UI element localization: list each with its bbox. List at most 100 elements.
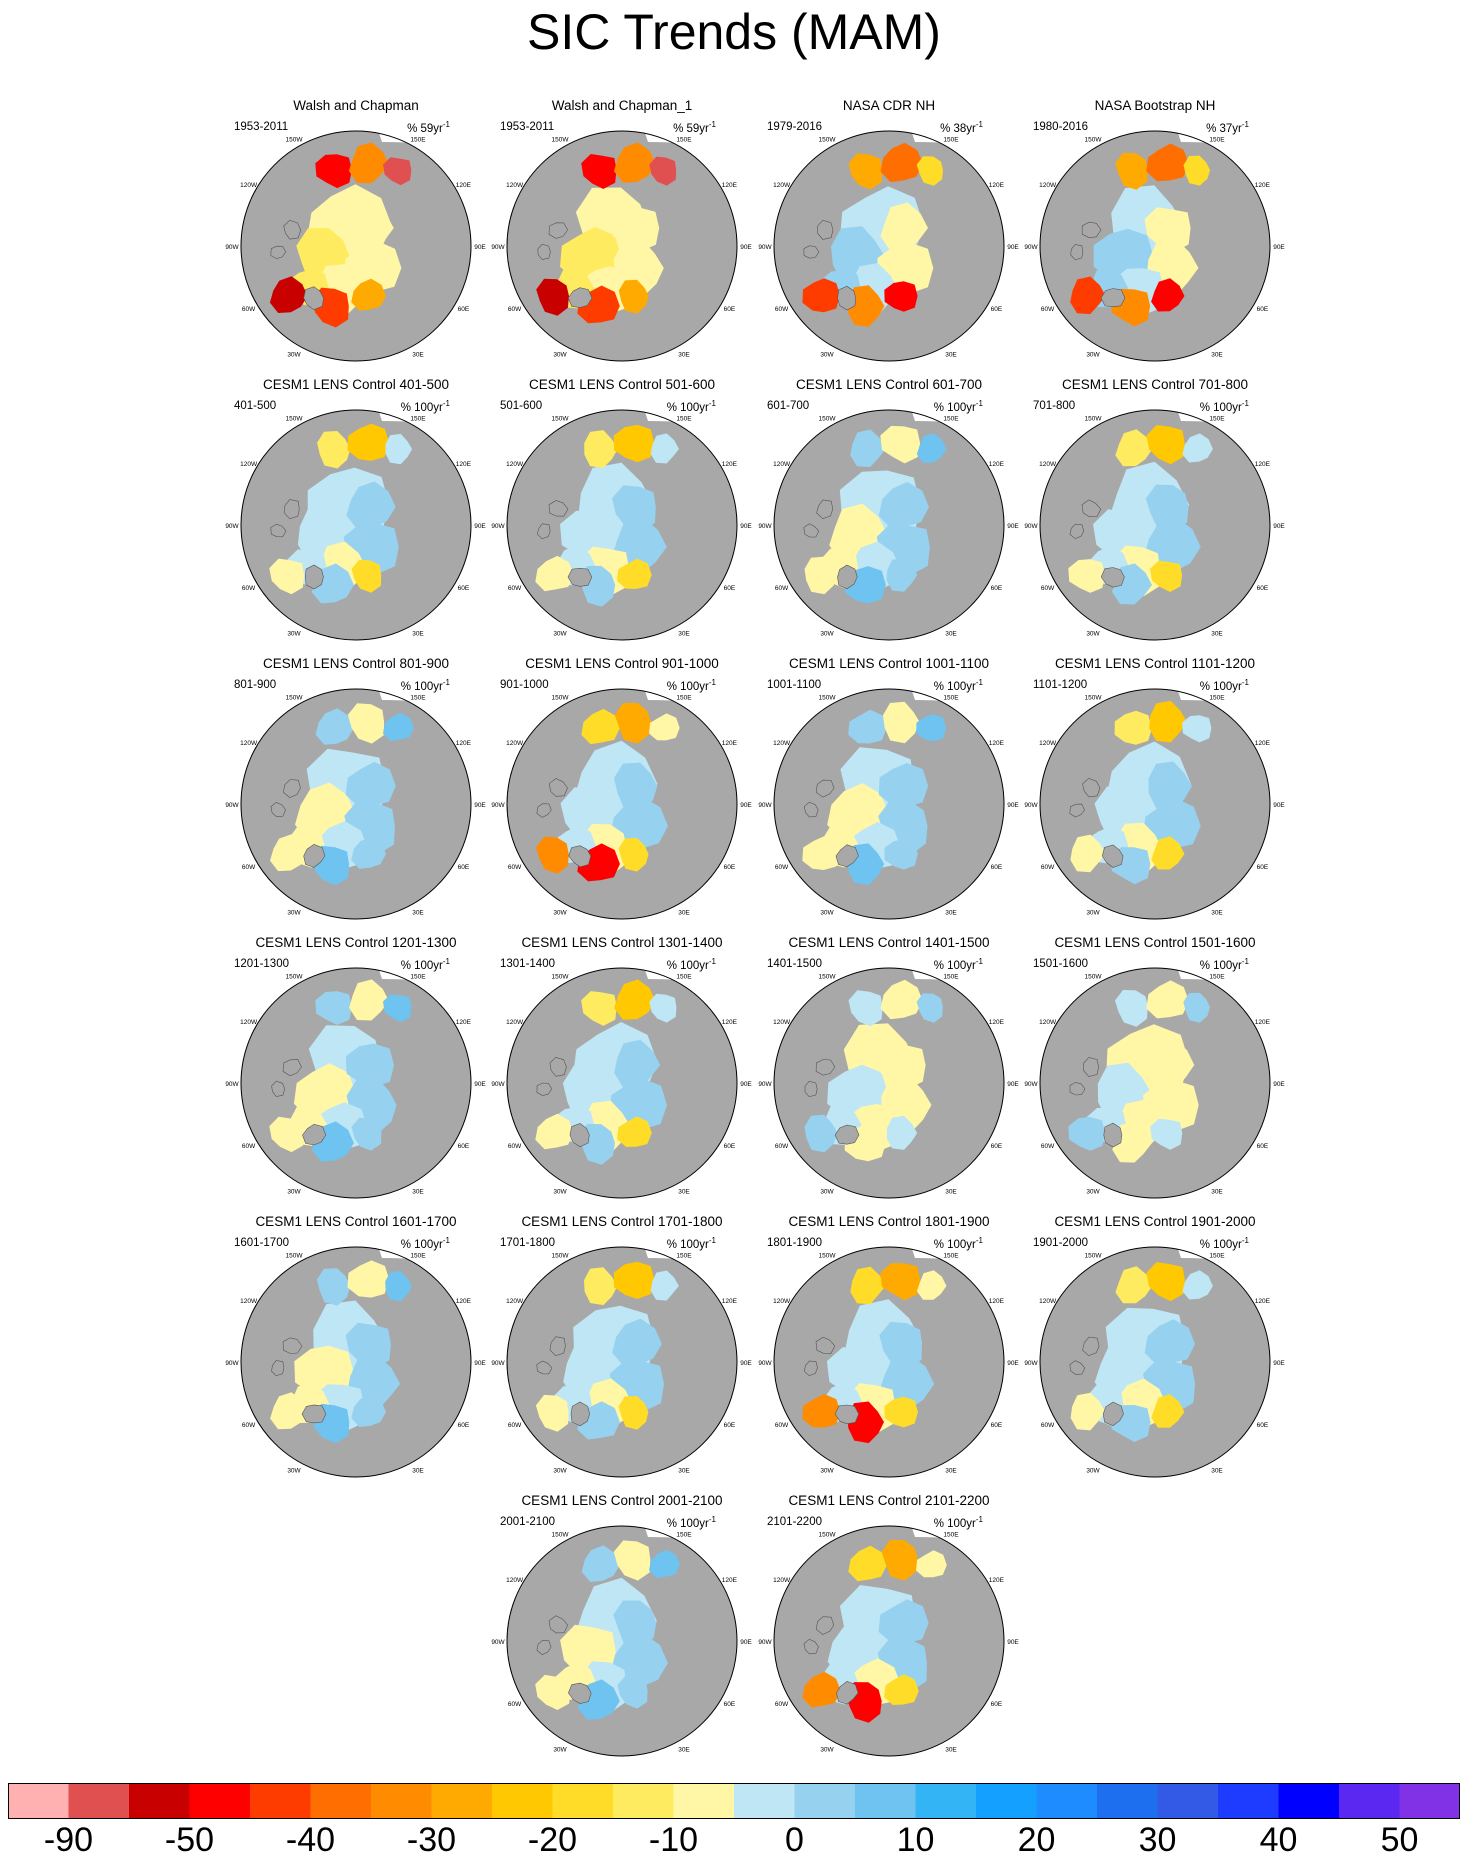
longitude-label: 120E [1255, 740, 1271, 747]
longitude-label: 120E [722, 1577, 738, 1584]
polar-map: 180150E120E90E60E30E030W60W90W120W150W [491, 688, 752, 920]
longitude-label: 30W [1086, 351, 1100, 358]
land-island [803, 801, 819, 818]
panel-period: 1801-1900 [767, 1237, 822, 1249]
sea-ice-patch [581, 1545, 620, 1582]
map-border [506, 967, 738, 1199]
longitude-label: 90W [758, 1639, 772, 1646]
longitude-label: 90E [740, 1639, 752, 1646]
sea-ice-patch [916, 1270, 947, 1300]
colorbar-swatch [8, 1783, 69, 1819]
longitude-label: 90E [740, 523, 752, 530]
land-island [1081, 221, 1102, 239]
longitude-label: 150E [410, 1253, 426, 1260]
longitude-label: 30E [945, 1746, 957, 1753]
longitude-label: 60W [775, 1422, 789, 1429]
sea-ice-patch [315, 708, 354, 745]
longitude-label: 150W [819, 137, 837, 144]
longitude-label: 120E [989, 182, 1005, 189]
longitude-label: 30W [553, 1188, 567, 1195]
longitude-label: 30W [1086, 630, 1100, 637]
panel-unit: % 100yr-1 [488, 676, 716, 694]
panel-unit-exponent: -1 [442, 399, 450, 408]
longitude-label: 150E [676, 416, 692, 423]
longitude-label: 150W [1085, 416, 1103, 423]
map-panel: CESM1 LENS Control 1601-1700 1601-1700% 1… [222, 1214, 490, 1482]
polar-map: 180150E120E90E60E30E030W60W90W120W150W [225, 1246, 486, 1478]
map-panel: CESM1 LENS Control 601-700 601-700% 100yr… [755, 377, 1023, 645]
longitude-label: 60E [1257, 864, 1269, 871]
sea-ice-patch [1150, 1118, 1183, 1150]
longitude-label: 150W [552, 695, 570, 702]
panel-unit: % 38yr-1 [755, 118, 983, 136]
longitude-label: 60E [458, 585, 470, 592]
longitude-label: 150W [286, 695, 304, 702]
panel-unit-exponent: -1 [1241, 957, 1249, 966]
longitude-label: 120E [722, 1298, 738, 1305]
panel-period: 401-500 [234, 400, 277, 412]
panel-title: NASA Bootstrap NH [1094, 98, 1216, 113]
sea-ice-patch [850, 1266, 886, 1305]
longitude-label: 120E [989, 1019, 1005, 1026]
panel-title: CESM1 LENS Control 701-800 [1061, 377, 1249, 392]
panel-period: 2001-2100 [500, 1516, 555, 1528]
longitude-label: 120E [456, 740, 472, 747]
longitude-label: 30W [820, 1467, 834, 1474]
longitude-label: 150E [410, 137, 426, 144]
polar-map: 180150E120E90E60E30E030W60W90W120W150W [491, 1246, 752, 1478]
land-island [803, 1638, 819, 1655]
longitude-label: 90E [474, 802, 486, 809]
longitude-label: 150E [676, 1253, 692, 1260]
land-island [816, 219, 834, 240]
longitude-label: 120W [773, 1298, 791, 1305]
colorbar-swatch [310, 1783, 372, 1819]
sea-ice-patch [880, 1263, 921, 1301]
sea-ice-patch [611, 207, 660, 252]
longitude-label: 90E [474, 1081, 486, 1088]
longitude-label: 60E [724, 306, 736, 313]
land-island [548, 222, 569, 239]
map-border [1039, 130, 1271, 362]
sea-ice-patch [1070, 276, 1106, 315]
sea-ice-patch [848, 1545, 887, 1582]
colorbar-swatch [1036, 1783, 1098, 1819]
polar-map: 180150E120E90E60E30E030W60W90W120W150W [758, 130, 1019, 362]
longitude-label: 90E [1273, 1360, 1285, 1367]
longitude-label: 30W [1086, 1188, 1100, 1195]
longitude-label: 120W [1039, 740, 1057, 747]
longitude-label: 30W [287, 351, 301, 358]
map-border [773, 967, 1005, 1199]
panel-unit-exponent: -1 [975, 120, 983, 129]
longitude-label: 150W [1085, 974, 1103, 981]
land-island [803, 245, 820, 259]
panel-unit-exponent: -1 [708, 678, 716, 687]
land-island [815, 1336, 836, 1354]
panel-period: 1953-2011 [500, 121, 555, 133]
panel-title: CESM1 LENS Control 1101-1200 [1054, 656, 1256, 671]
panel-title: CESM1 LENS Control 1701-1800 [521, 1214, 723, 1229]
longitude-label: 90E [1007, 802, 1019, 809]
panel-unit-main: % 100yr [666, 1238, 709, 1251]
longitude-label: 30W [1086, 909, 1100, 916]
land-island [834, 1404, 860, 1425]
longitude-label: 60E [1257, 306, 1269, 313]
land-island [1070, 244, 1084, 261]
sea-ice-patch [351, 836, 386, 869]
map-panel: CESM1 LENS Control 701-800 701-800% 100yr… [1021, 377, 1289, 645]
panel-unit-main: % 100yr [933, 680, 976, 693]
panel-title: CESM1 LENS Control 1601-1700 [255, 1214, 457, 1229]
longitude-label: 90W [225, 244, 239, 251]
longitude-label: 90W [758, 523, 772, 530]
longitude-label: 90E [474, 244, 486, 251]
longitude-label: 90E [474, 1360, 486, 1367]
panel-unit-main: % 100yr [666, 401, 709, 414]
sea-ice-patch [584, 430, 618, 468]
land-island [816, 499, 834, 520]
longitude-label: 120W [240, 1298, 258, 1305]
colorbar-swatch [915, 1783, 977, 1819]
panel-title: CESM1 LENS Control 901-1000 [525, 656, 719, 671]
longitude-label: 120E [456, 1019, 472, 1026]
panel-period: 1701-1800 [500, 1237, 555, 1249]
